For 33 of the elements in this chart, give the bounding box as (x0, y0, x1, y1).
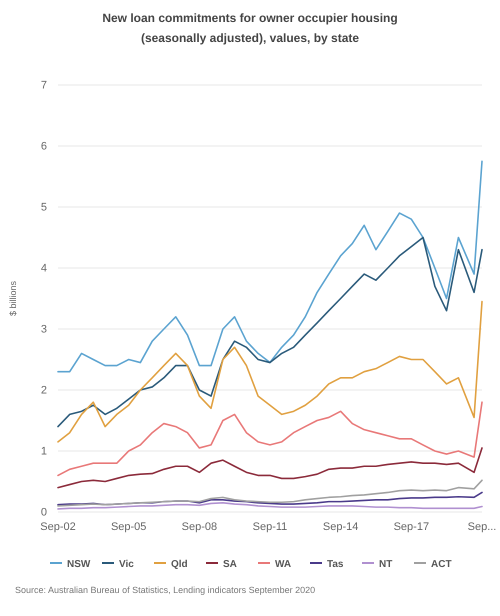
x-tick-label: Sep-05 (110, 520, 146, 533)
y-tick-label: 7 (40, 80, 47, 92)
line-series (57, 236, 483, 428)
y-tick-label: 5 (40, 202, 47, 214)
y-tick-label: 2 (40, 384, 47, 397)
y-tick-label: 6 (40, 140, 47, 153)
x-tick-label: Sep-14 (322, 520, 358, 533)
legend-label: NSW (67, 559, 91, 570)
y-tick-label: 0 (40, 506, 47, 519)
source-note: Source: Australian Bureau of Statistics, Lending indicators September 2020 (15, 585, 316, 595)
x-tick-label: Sep... (468, 520, 496, 533)
y-tick-label: 1 (40, 446, 47, 458)
x-tick-label: Sep-02 (40, 520, 76, 533)
line-series (57, 447, 483, 488)
line-series (57, 401, 483, 476)
legend-label: WA (275, 559, 292, 570)
y-tick-label: 3 (40, 324, 47, 336)
legend-label: SA (223, 559, 237, 570)
x-tick-label: Sep-08 (182, 520, 218, 533)
line-series (57, 479, 483, 507)
chart-title: New loan commitments for owner occupier housing (seasonally adjusted), values, by state (102, 11, 398, 45)
line-series (57, 300, 483, 443)
y-axis-title: $ billions (8, 280, 18, 316)
legend-label: Vic (119, 559, 134, 570)
legend-label: Qld (171, 559, 188, 570)
x-tick-label: Sep-17 (394, 520, 430, 533)
line-series (57, 160, 483, 372)
legend-label: NT (379, 559, 392, 570)
legend-label: Tas (327, 559, 344, 570)
y-tick-label: 4 (40, 262, 47, 275)
x-tick-label: Sep-11 (252, 520, 288, 533)
legend-label: ACT (431, 559, 452, 570)
line-series (57, 502, 483, 510)
